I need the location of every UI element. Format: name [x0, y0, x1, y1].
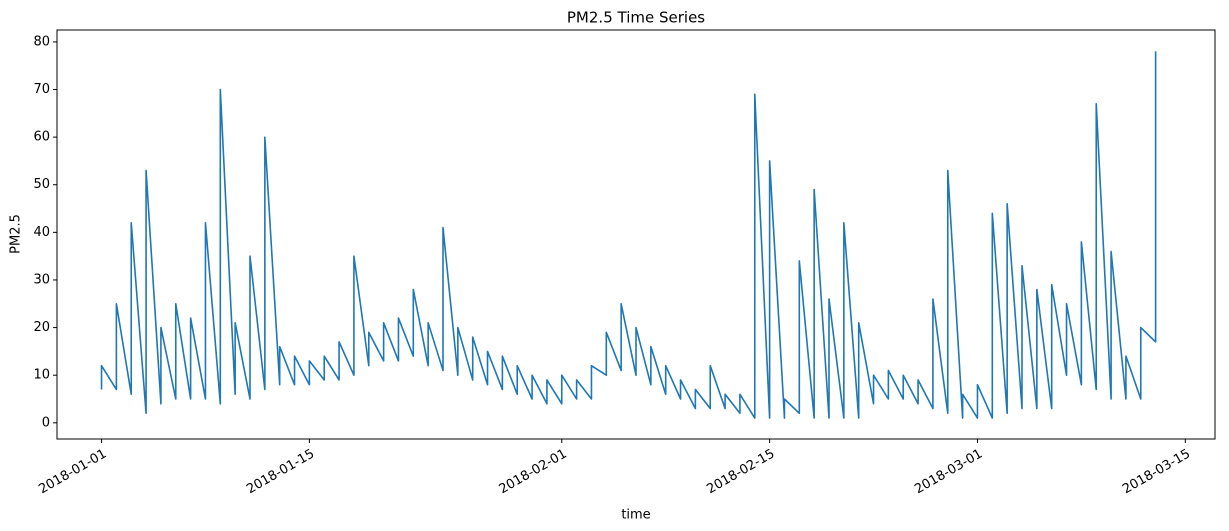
- y-axis-label: PM2.5: [9, 214, 24, 254]
- x-axis-label: time: [621, 508, 650, 523]
- y-tick-label: 60: [33, 130, 50, 145]
- x-tick-label: 2018-02-15: [704, 447, 777, 498]
- y-tick-label: 30: [33, 272, 50, 287]
- chart-title: PM2.5 Time Series: [567, 9, 705, 27]
- x-tick-label: 2018-01-15: [244, 447, 317, 498]
- x-tick-label: 2018-03-01: [912, 447, 985, 498]
- y-tick-label: 0: [42, 415, 50, 430]
- x-tick-label: 2018-01-01: [36, 447, 109, 498]
- y-tick-label: 80: [33, 34, 50, 49]
- y-tick-label: 40: [33, 225, 50, 240]
- plot-frame: [56, 29, 1216, 440]
- y-tick-label: 70: [33, 82, 50, 97]
- series-line: [100, 51, 1157, 419]
- y-tick-label: 10: [33, 368, 50, 383]
- y-tick-label: 50: [33, 177, 50, 192]
- x-tick-label: 2018-02-01: [497, 447, 570, 498]
- x-tick-label: 2018-03-15: [1120, 447, 1193, 498]
- y-tick-label: 20: [33, 320, 50, 335]
